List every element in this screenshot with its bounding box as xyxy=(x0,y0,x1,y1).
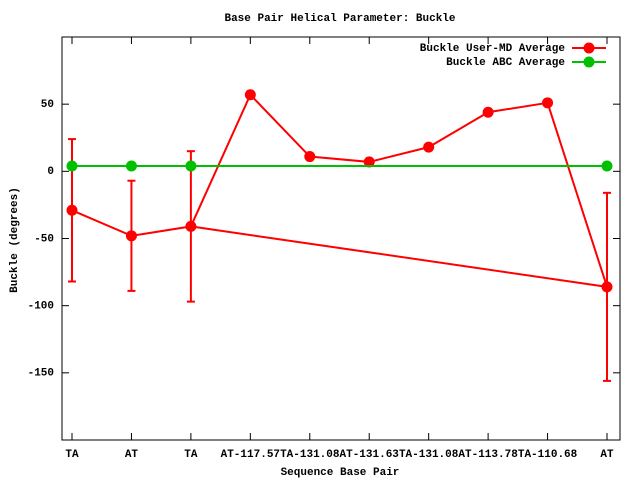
point xyxy=(185,220,197,232)
x-tick-label: AT xyxy=(125,449,139,461)
point xyxy=(601,160,613,172)
y-tick-label: 0 xyxy=(47,166,54,178)
y-tick-label: 50 xyxy=(41,99,54,111)
x-tick-label: AT-131.63 xyxy=(340,449,400,461)
point xyxy=(185,160,197,172)
point xyxy=(244,89,256,101)
point xyxy=(125,230,137,242)
point xyxy=(423,141,435,153)
x-tick-label: AT xyxy=(600,449,614,461)
point xyxy=(66,204,78,216)
point xyxy=(482,106,494,118)
y-tick-label: -100 xyxy=(28,301,54,313)
legend-marker xyxy=(583,56,595,68)
point xyxy=(304,151,316,163)
x-tick-label: TA-131.08 xyxy=(280,449,340,461)
x-tick-label: TA-110.68 xyxy=(518,449,578,461)
x-tick-label: AT-113.78 xyxy=(458,449,518,461)
point xyxy=(66,160,78,172)
legend-marker xyxy=(583,42,595,54)
legend-label: Buckle ABC Average xyxy=(446,57,565,69)
x-tick-label: AT-117.57 xyxy=(221,449,280,461)
point xyxy=(601,281,613,293)
point xyxy=(125,160,137,172)
series-line xyxy=(71,93,608,288)
series-connector xyxy=(190,225,608,288)
x-axis-label: Sequence Base Pair xyxy=(281,467,400,479)
x-tick-label: TA xyxy=(184,449,198,461)
y-tick-label: -50 xyxy=(34,233,54,245)
y-tick-label: -150 xyxy=(28,368,54,380)
legend-label: Buckle User-MD Average xyxy=(420,43,566,55)
x-tick-label: TA-131.08 xyxy=(399,449,459,461)
point xyxy=(363,156,375,168)
chart-title: Base Pair Helical Parameter: Buckle xyxy=(224,13,455,25)
point xyxy=(542,97,554,109)
y-axis-label: Buckle (degrees) xyxy=(9,187,21,293)
x-tick-label: TA xyxy=(65,449,79,461)
